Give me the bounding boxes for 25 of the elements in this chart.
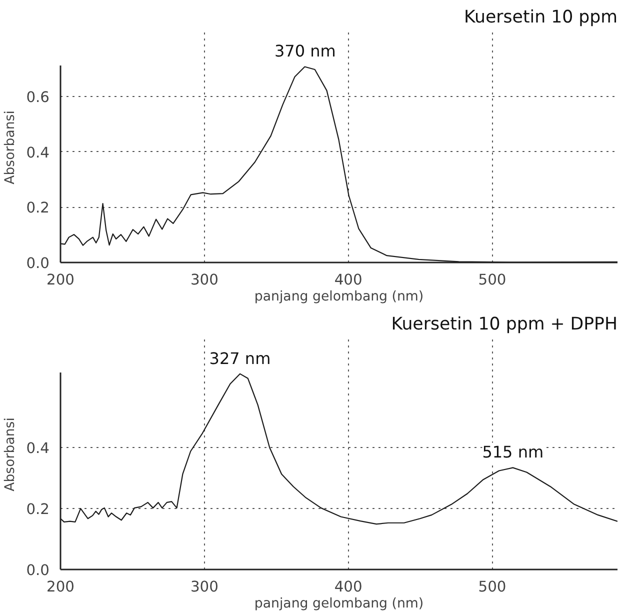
y-tick-label: 0.0 [26, 562, 50, 579]
y-tick-label: 0.0 [26, 255, 50, 272]
y-axis-title: Absorbansi [3, 110, 18, 184]
chart-title: Kuersetin 10 ppm [464, 8, 618, 28]
y-tick-label: 0.6 [26, 88, 50, 106]
annotation: 327 nm [209, 348, 271, 368]
x-tick-label: 200 [46, 578, 74, 596]
y-tick-label: 0.2 [26, 501, 50, 518]
x-tick-label: 500 [478, 272, 506, 288]
chart-title: Kuersetin 10 ppm + DPPH [391, 314, 618, 334]
y-tick-label: 0.2 [26, 200, 50, 217]
x-axis-title: panjang gelombang (nm) [254, 290, 424, 304]
x-tick-label: 500 [478, 578, 506, 596]
x-tick-label: 300 [190, 578, 218, 596]
line-series [60, 66, 618, 262]
annotation: 515 nm [482, 442, 544, 462]
x-tick-label: 400 [334, 272, 362, 288]
annotation: 370 nm [274, 42, 336, 61]
x-tick-label: 200 [46, 272, 74, 288]
x-axis-title: panjang gelombang (nm) [254, 596, 424, 612]
y-axis-title: Absorbansi [3, 418, 18, 492]
y-tick-label: 0.4 [26, 144, 50, 162]
y-tick-label: 0.4 [26, 440, 50, 458]
x-tick-label: 300 [190, 272, 218, 288]
x-tick-label: 400 [334, 578, 362, 596]
